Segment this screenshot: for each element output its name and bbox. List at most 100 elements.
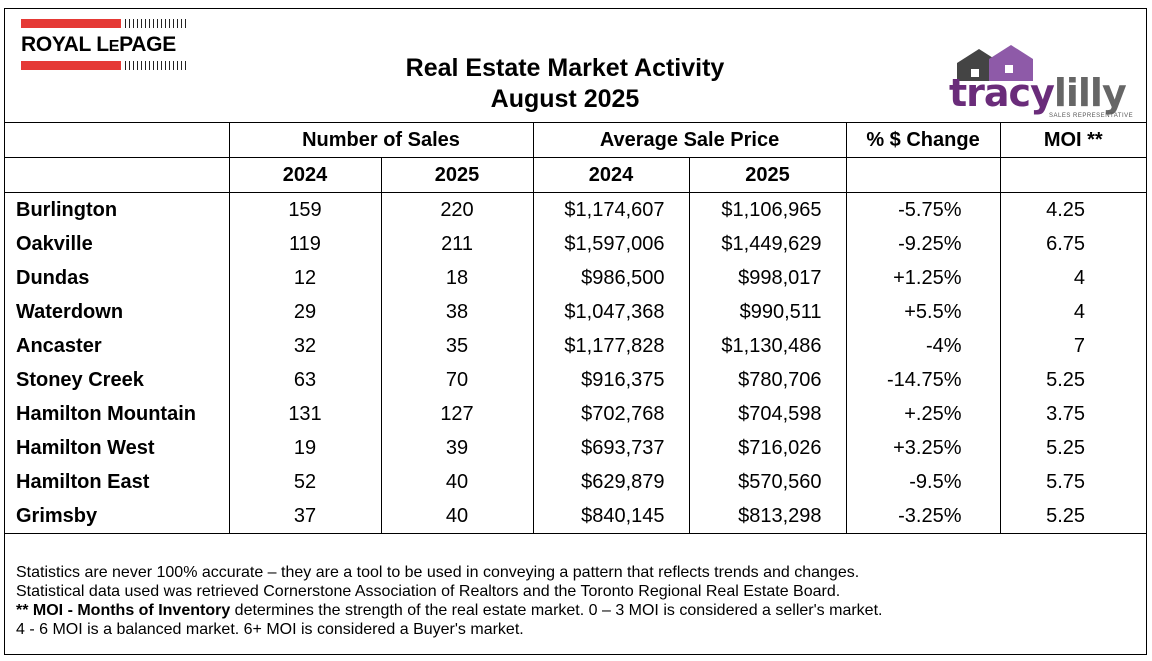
avg-price-2025: $716,026 <box>688 431 847 465</box>
moi-value: 3.75 <box>999 397 1147 431</box>
city-name: Stoney Creek <box>5 363 230 397</box>
moi-value: 5.25 <box>999 431 1147 465</box>
logo-ticks-bottom <box>125 61 187 70</box>
city-name: Hamilton West <box>5 431 230 465</box>
header-price-2025: 2025 <box>688 157 847 193</box>
percent-change: -14.75% <box>845 363 1001 397</box>
moi-value: 5.25 <box>999 499 1147 534</box>
table-row: Oakville 119 211 $1,597,006 $1,449,629 -9.25%… <box>5 227 1147 261</box>
market-activity-table: Number of Sales Average Sale Price % $ C… <box>5 122 1147 534</box>
sales-2025: 211 <box>380 227 534 261</box>
footer-line-4: 4 - 6 MOI is a balanced market. 6+ MOI i… <box>16 621 524 638</box>
avg-price-2024: $840,145 <box>532 499 690 534</box>
logo-ticks-top <box>125 19 187 28</box>
sales-2024: 52 <box>228 465 382 499</box>
sales-2024: 159 <box>228 192 382 227</box>
report-frame: ROYAL LEPAGE Real Estate Market Activity… <box>4 8 1147 655</box>
report-title: Real Estate Market Activity <box>405 54 725 82</box>
avg-price-2024: $702,768 <box>532 397 690 431</box>
moi-value: 5.75 <box>999 465 1147 499</box>
report-header: ROYAL LEPAGE Real Estate Market Activity… <box>5 9 1146 123</box>
moi-value: 7 <box>999 329 1147 363</box>
report-month: August 2025 <box>490 85 640 113</box>
table-row: Hamilton West 19 39 $693,737 $716,026 +3.25% 5… <box>5 431 1147 465</box>
moi-value: 5.25 <box>999 363 1147 397</box>
avg-price-2024: $1,177,828 <box>532 329 690 363</box>
moi-definition-label: ** MOI - Months of Inventory <box>16 602 231 619</box>
avg-price-2024: $629,879 <box>532 465 690 499</box>
table-row: Ancaster 32 35 $1,177,828 $1,130,486 -4% 7 <box>5 329 1147 363</box>
percent-change: -4% <box>845 329 1001 363</box>
city-name: Hamilton East <box>5 465 230 499</box>
sales-2024: 19 <box>228 431 382 465</box>
header-moi: MOI ** <box>999 122 1147 158</box>
avg-price-2025: $1,449,629 <box>688 227 847 261</box>
table-row: Waterdown 29 38 $1,047,368 $990,511 +5.5% 4 <box>5 295 1147 329</box>
sales-2025: 39 <box>380 431 534 465</box>
percent-change: -5.75% <box>845 192 1001 227</box>
percent-change: -9.5% <box>845 465 1001 499</box>
tracylilly-logo: tracylilly SALES REPRESENTATIVE <box>949 43 1133 119</box>
year-header-row: 2024 2025 2024 2025 <box>5 157 1147 193</box>
empty-header-cell <box>999 157 1147 193</box>
avg-price-2025: $813,298 <box>688 499 847 534</box>
sales-2025: 220 <box>380 192 534 227</box>
tracylilly-logo-text: tracylilly <box>949 71 1127 115</box>
royal-lepage-logo: ROYAL LEPAGE <box>21 17 189 75</box>
table-row: Hamilton East 52 40 $629,879 $570,560 -9.5% 5.… <box>5 465 1147 499</box>
sales-2024: 119 <box>228 227 382 261</box>
group-header-row: Number of Sales Average Sale Price % $ C… <box>5 122 1147 158</box>
avg-price-2024: $916,375 <box>532 363 690 397</box>
moi-definition-text: determines the strength of the real esta… <box>230 602 883 619</box>
sales-2025: 18 <box>380 261 534 295</box>
percent-change: +3.25% <box>845 431 1001 465</box>
moi-value: 4.25 <box>999 192 1147 227</box>
corner-cell <box>5 122 230 158</box>
sales-2024: 12 <box>228 261 382 295</box>
avg-price-2025: $990,511 <box>688 295 847 329</box>
footer-line-1: Statistics are never 100% accurate – the… <box>16 564 860 581</box>
header-sales-2025: 2025 <box>380 157 534 193</box>
table-row: Dundas 12 18 $986,500 $998,017 +1.25% 4 <box>5 261 1147 295</box>
table-row: Grimsby 37 40 $840,145 $813,298 -3.25% 5.25 <box>5 499 1147 534</box>
logo-red-bar-bottom <box>21 61 121 70</box>
sales-2024: 37 <box>228 499 382 534</box>
avg-price-2025: $704,598 <box>688 397 847 431</box>
sales-2024: 29 <box>228 295 382 329</box>
header-percent-change: % $ Change <box>845 122 1001 158</box>
avg-price-2024: $1,174,607 <box>532 192 690 227</box>
percent-change: -3.25% <box>845 499 1001 534</box>
footer-line-2: Statistical data used was retrieved Corn… <box>16 583 841 600</box>
percent-change: -9.25% <box>845 227 1001 261</box>
city-name: Waterdown <box>5 295 230 329</box>
city-name: Ancaster <box>5 329 230 363</box>
footer-line-3: ** MOI - Months of Inventory determines … <box>16 601 1136 620</box>
empty-header-cell <box>845 157 1001 193</box>
avg-price-2025: $1,130,486 <box>688 329 847 363</box>
sales-2025: 38 <box>380 295 534 329</box>
table-row: Hamilton Mountain 131 127 $702,768 $704,598 +… <box>5 397 1147 431</box>
moi-value: 4 <box>999 295 1147 329</box>
avg-price-2024: $986,500 <box>532 261 690 295</box>
city-name: Burlington <box>5 192 230 227</box>
header-average-sale-price: Average Sale Price <box>532 122 847 158</box>
sales-2025: 70 <box>380 363 534 397</box>
table-row: Burlington 159 220 $1,174,607 $1,106,965 -5.7… <box>5 192 1147 227</box>
avg-price-2024: $1,047,368 <box>532 295 690 329</box>
moi-value: 6.75 <box>999 227 1147 261</box>
city-name: Oakville <box>5 227 230 261</box>
header-price-2024: 2024 <box>532 157 690 193</box>
avg-price-2025: $570,560 <box>688 465 847 499</box>
table-row: Stoney Creek 63 70 $916,375 $780,706 -14.75% 5… <box>5 363 1147 397</box>
header-sales-2024: 2024 <box>228 157 382 193</box>
sales-2025: 40 <box>380 465 534 499</box>
city-name: Grimsby <box>5 499 230 534</box>
avg-price-2024: $1,597,006 <box>532 227 690 261</box>
avg-price-2025: $998,017 <box>688 261 847 295</box>
corner-cell <box>5 157 230 193</box>
sales-2024: 32 <box>228 329 382 363</box>
avg-price-2025: $1,106,965 <box>688 192 847 227</box>
house-icon <box>957 45 1033 81</box>
percent-change: +1.25% <box>845 261 1001 295</box>
moi-value: 4 <box>999 261 1147 295</box>
